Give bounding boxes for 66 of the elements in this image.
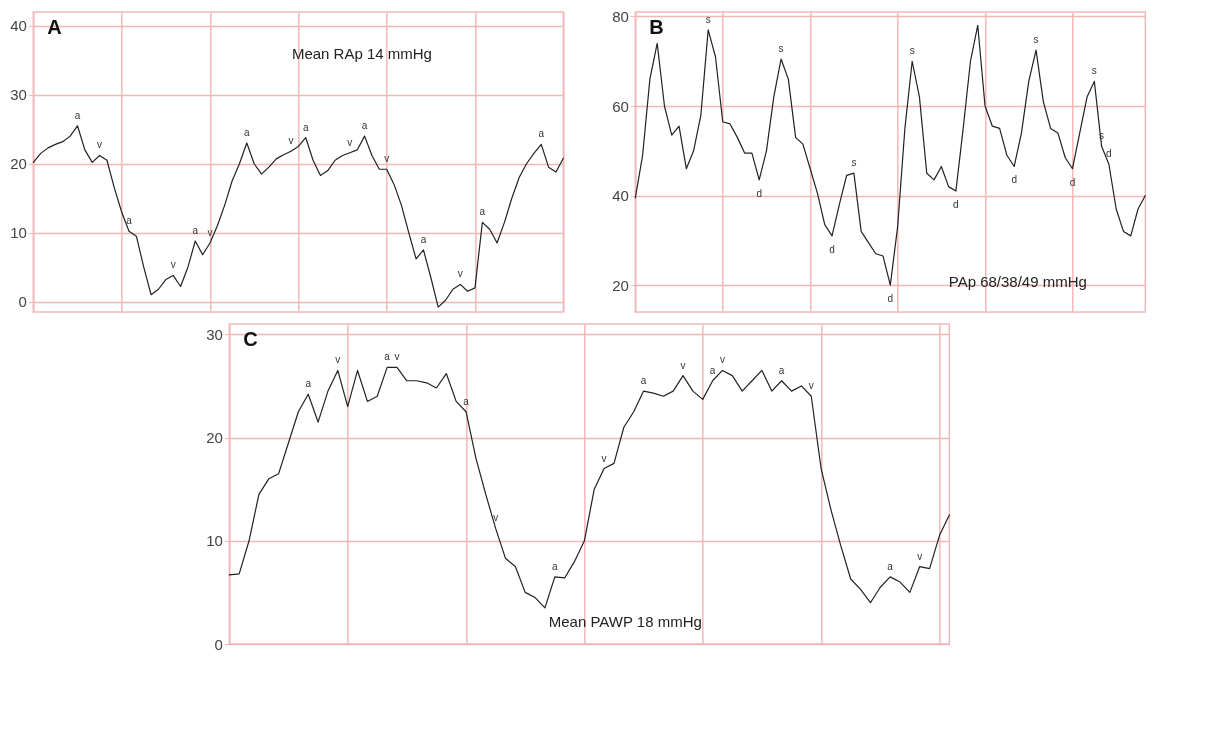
data-label: v — [917, 550, 923, 562]
y-tick-label: 40 — [10, 17, 27, 35]
y-tick-label: 0 — [18, 293, 27, 311]
y-tick-label: 30 — [10, 86, 27, 104]
y-tick-label: 30 — [206, 325, 223, 343]
data-label: s — [1091, 65, 1097, 77]
data-label: a — [126, 215, 133, 227]
data-label: d — [1069, 176, 1076, 188]
data-label: v — [384, 153, 390, 165]
data-label: a — [361, 120, 368, 132]
data-label: d — [953, 199, 959, 211]
data-label: s — [1033, 34, 1039, 46]
data-label: v — [719, 354, 725, 366]
data-label: v — [808, 380, 814, 392]
y-tick-label: 20 — [10, 155, 27, 173]
y-tick-label: 80 — [612, 7, 629, 25]
y-tick-label: 0 — [214, 635, 223, 653]
data-label: a — [463, 395, 470, 407]
line-series — [32, 125, 564, 308]
data-label: a — [479, 206, 486, 218]
data-label: a — [640, 375, 647, 387]
data-label: d — [1106, 148, 1112, 160]
y-tick-label: 20 — [612, 276, 629, 294]
data-label: a — [552, 560, 559, 572]
y-tick-label: 10 — [10, 224, 27, 242]
data-label: v — [394, 351, 400, 363]
data-label: s — [705, 13, 711, 25]
data-label: v — [680, 359, 686, 371]
data-label: v — [335, 354, 341, 366]
data-label: a — [384, 351, 391, 363]
data-label: v — [97, 139, 103, 151]
y-tick-label: 10 — [206, 532, 223, 550]
data-label: v — [288, 135, 294, 147]
data-label: d — [887, 293, 894, 305]
data-label: a — [305, 378, 312, 390]
data-label: s — [909, 45, 915, 57]
chart-title: B — [649, 16, 664, 38]
data-label: v — [601, 452, 607, 464]
data-label: a — [887, 560, 894, 572]
data-label: a — [302, 121, 309, 133]
data-label: s — [778, 43, 784, 55]
data-label: d — [756, 187, 762, 199]
data-label: v — [207, 227, 213, 239]
data-label: v — [347, 136, 353, 148]
y-tick-label: 20 — [206, 429, 223, 447]
chart-title: C — [243, 328, 258, 350]
data-label: a — [709, 364, 716, 376]
y-tick-label: 60 — [612, 97, 629, 115]
annotation: Mean PAWP 18 mmHg — [548, 612, 702, 630]
data-label: v — [457, 268, 463, 280]
data-label: v — [170, 259, 176, 271]
data-label: v — [493, 512, 499, 524]
data-label: a — [244, 127, 251, 139]
data-label: d — [829, 243, 835, 255]
data-label: a — [778, 364, 785, 376]
data-label: d — [1011, 174, 1017, 186]
chart-title: A — [47, 16, 62, 38]
data-label: s — [1099, 130, 1105, 142]
data-label: a — [192, 224, 199, 236]
annotation: PAp 68/38/49 mmHg — [948, 273, 1087, 290]
y-tick-label: 40 — [612, 187, 629, 205]
data-label: a — [538, 128, 545, 140]
annotation: Mean RAp 14 mmHg — [291, 45, 432, 62]
data-label: a — [420, 233, 427, 245]
data-label: s — [851, 157, 857, 169]
data-label: a — [74, 109, 81, 121]
